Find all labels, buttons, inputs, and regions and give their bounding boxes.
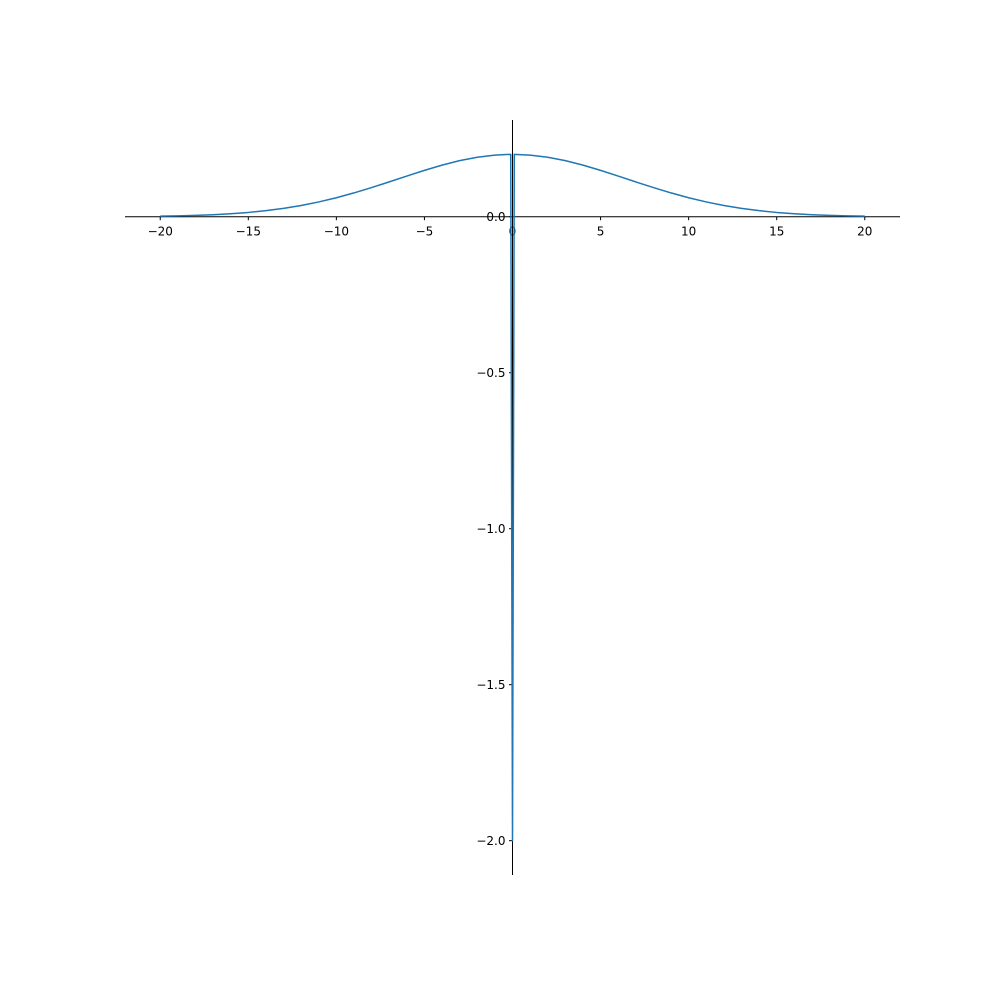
y-tick-label: −2.0 <box>476 834 505 848</box>
x-tick-label: −20 <box>148 225 173 239</box>
x-tick-label: 10 <box>681 225 696 239</box>
x-tick-label: 5 <box>597 225 605 239</box>
y-tick-label: −1.0 <box>476 522 505 536</box>
x-tick-label: 0 <box>509 225 517 239</box>
data-line <box>160 153 865 842</box>
x-tick-label: 15 <box>769 225 784 239</box>
x-tick-label: −10 <box>324 225 349 239</box>
y-tick-label: −0.5 <box>476 366 505 380</box>
x-tick-label: −5 <box>416 225 434 239</box>
x-tick-label: 20 <box>857 225 872 239</box>
y-tick-label: 0.0 <box>486 210 505 224</box>
x-tick-label: −15 <box>236 225 261 239</box>
y-tick-label: −1.5 <box>476 678 505 692</box>
